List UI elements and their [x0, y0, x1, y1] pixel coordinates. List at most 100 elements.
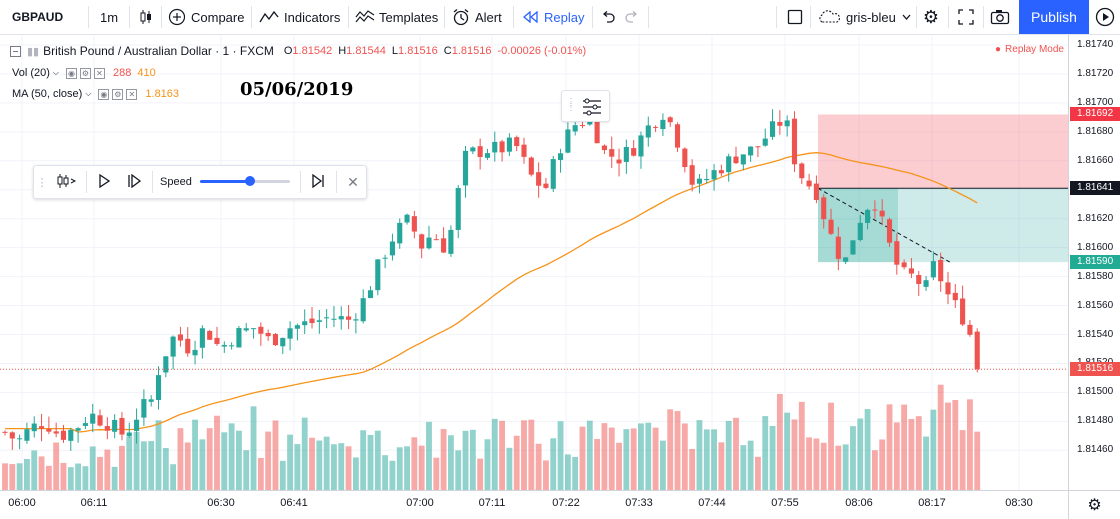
- candle: [748, 146, 754, 162]
- candle-body: [229, 345, 235, 347]
- volume-bar: [133, 431, 140, 490]
- time-axis[interactable]: 06:00 06:11 06:30 06:41 07:00 07:11 07:22 07:33…: [0, 490, 1068, 519]
- chart-settings-button[interactable]: ⚙: [1068, 490, 1120, 519]
- candle-body: [214, 337, 220, 344]
- plus-circle-icon: [168, 8, 186, 26]
- candle-body: [901, 262, 907, 268]
- candle: [9, 431, 15, 450]
- candle-body: [360, 298, 366, 322]
- volume-bar: [528, 419, 535, 490]
- select-bar-button[interactable]: [52, 166, 82, 198]
- candle-body: [17, 438, 23, 440]
- templates-button[interactable]: Templates: [355, 0, 438, 34]
- time-label: 06:00: [8, 497, 36, 509]
- candle-body: [2, 431, 8, 433]
- candle-body: [506, 137, 512, 152]
- settings-button[interactable]: ⚙: [921, 0, 941, 34]
- fullscreen-button[interactable]: [956, 0, 976, 34]
- eye-icon[interactable]: ◉: [98, 88, 110, 100]
- settings-small-icon[interactable]: ⚙: [112, 88, 124, 100]
- volume-bar: [140, 441, 147, 490]
- price-axis[interactable]: 1.81740 1.81720 1.81700 1.81680 1.81660 1.816…: [1068, 35, 1120, 490]
- volume-bar: [506, 447, 513, 490]
- volume-bar: [871, 450, 878, 490]
- candle: [733, 146, 739, 165]
- speed-slider[interactable]: [200, 176, 290, 186]
- collapse-icon[interactable]: [10, 45, 21, 57]
- volume-bar: [382, 455, 389, 490]
- jump-to-realtime-button[interactable]: [304, 166, 332, 198]
- candle-body: [813, 183, 819, 200]
- candle: [38, 413, 45, 442]
- chevron-down-icon[interactable]: ⌵: [85, 89, 92, 98]
- play-button[interactable]: [90, 166, 118, 198]
- volume-bar: [798, 401, 805, 490]
- indicators-button[interactable]: Indicators: [259, 0, 340, 34]
- volume-bar: [484, 439, 491, 490]
- candle: [528, 156, 534, 177]
- candle: [331, 306, 337, 328]
- chart-pane[interactable]: [0, 35, 1068, 490]
- speed-slider-knob[interactable]: [244, 176, 255, 186]
- alert-button[interactable]: Alert: [452, 0, 502, 34]
- time-label: 08:17: [918, 497, 946, 509]
- drawing-toolbar[interactable]: ⋮ ⋮: [561, 90, 610, 122]
- price-chart[interactable]: [0, 35, 1068, 490]
- candle-body: [835, 236, 841, 259]
- candle: [616, 148, 622, 177]
- volume-bar: [360, 430, 367, 490]
- position-tool-icon[interactable]: [580, 97, 604, 122]
- chart-style-button[interactable]: [135, 0, 157, 34]
- redo-button[interactable]: [624, 0, 640, 34]
- replay-button[interactable]: Replay: [523, 0, 584, 34]
- drag-handle-icon[interactable]: ⋮ ⋮: [566, 97, 576, 113]
- candle: [75, 427, 81, 443]
- candle: [309, 307, 315, 329]
- eye-icon[interactable]: ◉: [66, 67, 77, 79]
- price-tag: 1.81692: [1070, 107, 1120, 122]
- remove-icon[interactable]: ✕: [94, 67, 105, 79]
- drag-handle-icon[interactable]: ⋮: [36, 176, 48, 189]
- candle-body: [119, 417, 125, 435]
- candle-body: [477, 146, 483, 157]
- volume-bar: [681, 423, 688, 490]
- date-annotation: 05/06/2019: [240, 79, 354, 100]
- compare-button[interactable]: Compare: [168, 0, 244, 34]
- candle: [492, 131, 498, 162]
- candle-body: [338, 316, 344, 320]
- candle-body: [872, 209, 878, 211]
- remove-icon[interactable]: ✕: [126, 88, 138, 100]
- chevron-down-icon[interactable]: ⌵: [52, 68, 59, 77]
- volume-bar: [806, 437, 813, 490]
- ohlc-high-value: 1.81544: [346, 45, 386, 57]
- fullscreen-square-button[interactable]: [786, 0, 804, 34]
- symbol-search-button[interactable]: GBPAUD: [12, 0, 63, 34]
- settings-small-icon[interactable]: ⚙: [80, 67, 91, 79]
- candle-body: [886, 219, 893, 243]
- trade-path-line: [817, 187, 951, 263]
- candle: [843, 257, 849, 265]
- candle: [609, 136, 615, 169]
- interval-button[interactable]: 1m: [100, 0, 118, 34]
- undo-icon: [601, 11, 615, 23]
- volume-bar: [886, 404, 893, 490]
- divider: [161, 6, 162, 28]
- candle: [967, 319, 973, 337]
- undo-button[interactable]: [600, 0, 616, 34]
- candle-body: [638, 135, 644, 157]
- candle: [31, 416, 37, 438]
- candle: [250, 328, 257, 339]
- publish-button[interactable]: Publish: [1019, 0, 1089, 34]
- publish-label: Publish: [1031, 9, 1077, 25]
- step-forward-button[interactable]: [120, 166, 148, 198]
- snapshot-button[interactable]: [989, 0, 1011, 34]
- candle-body: [382, 257, 388, 259]
- volume-bar: [762, 416, 769, 490]
- replay-control-bar[interactable]: ⋮ Speed ✕: [33, 165, 367, 199]
- candle: [879, 199, 885, 226]
- replay-panel-toggle[interactable]: [1090, 0, 1120, 34]
- candle-body: [821, 197, 827, 220]
- close-replay-button[interactable]: ✕: [340, 166, 366, 198]
- volume-bar: [433, 457, 440, 490]
- layout-select[interactable]: gris-bleu: [816, 0, 911, 34]
